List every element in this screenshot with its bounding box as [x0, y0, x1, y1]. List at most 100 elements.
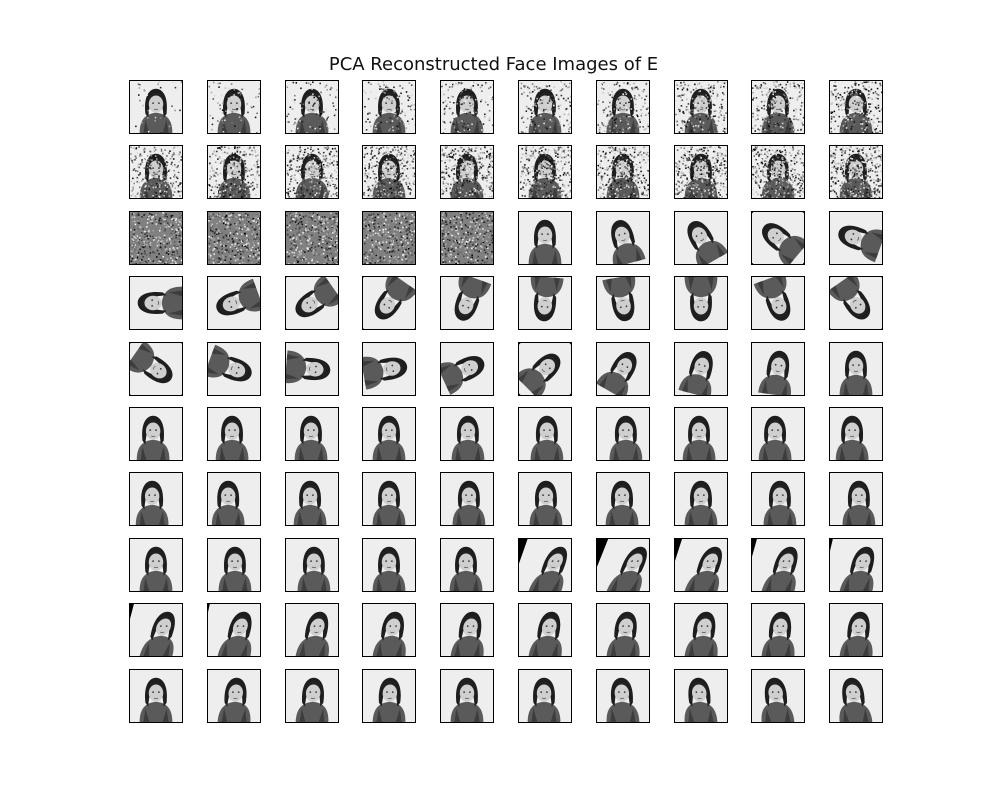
face-image: [752, 81, 805, 133]
face-tile: [206, 145, 261, 200]
face-image: [674, 669, 727, 722]
face-image: [130, 473, 182, 526]
face-figure: [752, 277, 805, 330]
face-tile: [284, 276, 339, 331]
face-figure: [752, 604, 805, 657]
face-figure: [830, 538, 883, 591]
face-figure: [441, 473, 494, 526]
face-tile: [284, 603, 339, 658]
face-tile: [751, 407, 806, 461]
face-image: [363, 146, 416, 199]
noise-overlay: [130, 211, 182, 264]
face-figure: [596, 538, 649, 591]
face-figure: [519, 473, 571, 526]
face-image: [519, 538, 571, 591]
face-tile: [129, 210, 183, 265]
face-image: [285, 669, 338, 722]
face-image: [441, 81, 494, 133]
face-image: [596, 211, 649, 264]
face-tile: [362, 668, 417, 723]
face-figure: [441, 538, 494, 591]
noise-overlay: [285, 211, 338, 264]
face-tile: [518, 341, 572, 396]
face-tile: [751, 80, 806, 134]
face-figure: [830, 211, 883, 264]
face-tile: [129, 145, 183, 200]
face-figure: [674, 538, 727, 591]
face-figure: [130, 538, 182, 591]
face-figure: [596, 473, 649, 526]
face-figure: [830, 408, 883, 460]
face-image: [130, 146, 182, 199]
face-image: [596, 604, 649, 657]
figure-title: PCA Reconstructed Face Images of E: [328, 54, 659, 75]
face-figure: [130, 473, 182, 526]
face-figure: [596, 604, 649, 657]
face-figure: [207, 277, 260, 330]
noise-overlay: [285, 146, 338, 199]
noise-overlay: [363, 146, 416, 199]
face-image: [207, 669, 260, 722]
face-image: [130, 81, 182, 133]
face-image: [207, 342, 260, 395]
face-image: [207, 81, 260, 133]
face-tile: [440, 603, 495, 658]
face-figure: [674, 473, 727, 526]
face-figure: [363, 277, 416, 330]
face-image: [752, 604, 805, 657]
face-tile: [362, 276, 417, 331]
face-figure: [207, 408, 260, 460]
face-image: [285, 408, 338, 460]
noise-overlay: [752, 146, 805, 199]
face-figure: [441, 408, 494, 460]
face-tile: [129, 276, 183, 331]
face-image: [830, 408, 883, 460]
face-figure: [285, 342, 338, 395]
face-image: [519, 408, 571, 460]
face-figure: [519, 211, 571, 264]
face-image: [596, 342, 649, 395]
face-image: [285, 538, 338, 591]
face-tile: [751, 537, 806, 592]
face-figure: [752, 408, 805, 460]
face-tile: [206, 603, 261, 658]
face-tile: [284, 341, 339, 396]
face-image: [441, 146, 494, 199]
face-image: [752, 277, 805, 330]
face-figure: [674, 408, 727, 460]
face-tile: [518, 276, 572, 331]
face-tile: [829, 276, 884, 331]
noise-overlay: [674, 146, 727, 199]
face-image: [830, 146, 883, 199]
face-image: [363, 81, 416, 133]
face-figure: [752, 342, 805, 395]
noise-overlay: [519, 81, 571, 133]
face-image: [285, 81, 338, 133]
noise-overlay: [596, 81, 649, 133]
face-tile: [518, 210, 572, 265]
face-figure: [207, 81, 260, 133]
face-tile: [751, 472, 806, 527]
face-image: [752, 146, 805, 199]
noise-overlay: [441, 146, 494, 199]
noise-overlay: [208, 81, 260, 133]
face-figure: [752, 669, 805, 722]
face-tile: [284, 145, 339, 200]
face-image: [752, 211, 805, 264]
face-figure: [285, 538, 338, 591]
face-tile: [673, 341, 728, 396]
face-figure: [130, 604, 182, 657]
face-image: [441, 211, 494, 264]
face-tile: [129, 668, 183, 723]
face-tile: [362, 341, 417, 396]
face-image: [363, 473, 416, 526]
face-tile: [284, 407, 339, 461]
noise-overlay: [596, 146, 649, 199]
face-image: [674, 408, 727, 460]
face-tile: [440, 537, 495, 592]
face-image: [596, 146, 649, 199]
face-tile: [206, 407, 261, 461]
face-image: [519, 81, 571, 133]
noise-overlay: [285, 81, 338, 133]
face-figure: [441, 604, 494, 657]
